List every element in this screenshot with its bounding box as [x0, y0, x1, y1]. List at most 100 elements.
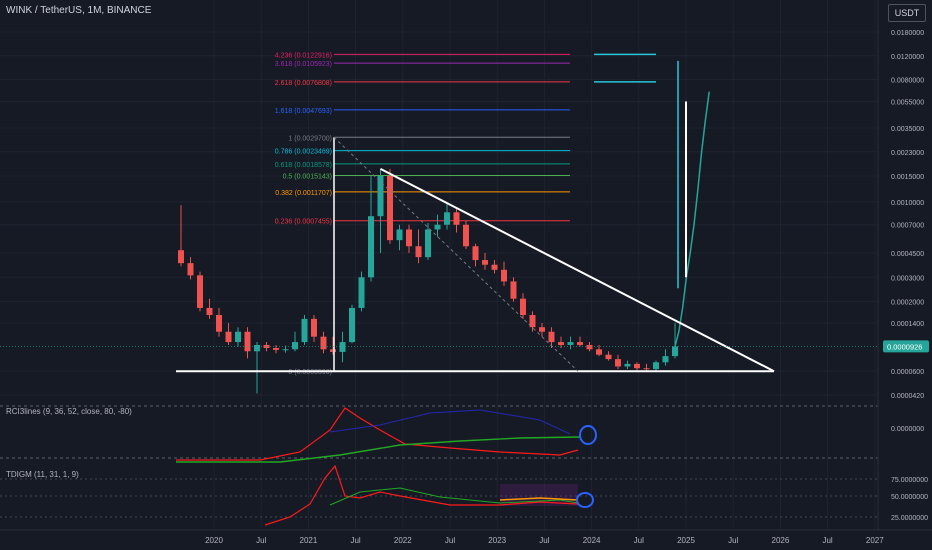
candle-body — [672, 346, 678, 357]
fib-label-1: 1 (0.0029700) — [288, 135, 332, 142]
price-tick-label: 0.0035000 — [891, 126, 924, 133]
price-tick-label: 0.0001400 — [891, 321, 924, 328]
candle-body — [206, 307, 213, 315]
candle-body — [634, 363, 640, 369]
time-tick-label: Jul — [539, 536, 549, 545]
price-tick-label: 0.0120000 — [891, 54, 924, 61]
rci-mid-line — [329, 409, 571, 435]
candle-body — [387, 176, 393, 241]
candle-body — [615, 359, 621, 367]
tdi-tick-label: 25.0000000 — [891, 515, 928, 522]
candle-body — [520, 298, 526, 315]
price-tick-label: 0.0023000 — [891, 150, 924, 157]
price-tick-label: 0.0055000 — [891, 100, 924, 107]
candle-body — [482, 260, 488, 265]
candle-body — [577, 342, 583, 345]
candle-body — [358, 277, 365, 308]
candle-body — [216, 314, 222, 332]
price-tick-label: 0.0015000 — [891, 174, 924, 181]
time-tick-label: 2024 — [583, 536, 601, 545]
candle-body — [643, 368, 650, 370]
candle-body — [187, 263, 194, 276]
candle-body — [244, 331, 251, 352]
tdi-tick-label: 75.0000000 — [891, 477, 928, 484]
candle-body — [539, 327, 545, 332]
rci-marker-circle — [579, 425, 597, 445]
time-tick-label: 2020 — [205, 536, 223, 545]
candle-body — [558, 342, 564, 345]
price-tick-label: 0.0000420 — [891, 393, 924, 400]
time-tick-label: Jul — [728, 536, 738, 545]
candle-body — [197, 275, 203, 308]
candle-body — [548, 331, 555, 343]
candles — [178, 168, 678, 394]
candle-body — [178, 250, 184, 264]
fib-label-4.236: 4.236 (0.0122916) — [275, 52, 332, 59]
candle-body — [225, 331, 232, 343]
candle-body — [263, 344, 270, 349]
last-price-badge — [883, 340, 929, 353]
price-tick-label: 0.0003000 — [891, 275, 924, 282]
candle-body — [510, 281, 517, 299]
fib-trend-line — [333, 136, 579, 372]
candle-body — [292, 342, 298, 350]
grid-layer — [0, 0, 878, 530]
price-tick-label: 0.0007000 — [891, 223, 924, 230]
candle-body — [406, 229, 412, 247]
candle-body — [377, 176, 384, 217]
fib-label-3.618: 3.618 (0.0105923) — [275, 61, 332, 68]
symbol-title: WINK / TetherUS, 1M, BINANCE — [6, 5, 152, 16]
fib-label-2.618: 2.618 (0.0076808) — [275, 80, 332, 87]
candle-body — [273, 348, 279, 350]
time-tick-label: Jul — [634, 536, 644, 545]
candle-body — [624, 363, 631, 367]
time-tick-label: 2026 — [772, 536, 790, 545]
time-tick-label: Jul — [256, 536, 266, 545]
candle-body — [330, 349, 336, 352]
price-tick-label: 0.0010000 — [891, 200, 924, 207]
candle-body — [567, 342, 574, 345]
candle-body — [311, 318, 317, 337]
fib-label-1.618: 1.618 (0.0047693) — [275, 108, 332, 115]
candle-body — [254, 344, 260, 352]
candle-body — [282, 349, 289, 351]
candle-body — [662, 356, 669, 363]
last-price-label: 0.0000926 — [887, 342, 922, 351]
tdi-base-line — [499, 497, 579, 501]
time-tick-label: 2023 — [488, 536, 506, 545]
candle-body — [425, 229, 431, 258]
candle-body — [463, 224, 469, 247]
fib-label-0.236: 0.236 (0.0007455) — [275, 219, 332, 226]
time-tick-label: 2027 — [866, 536, 884, 545]
rci-short-line — [176, 407, 579, 461]
fib-label-0: 0 (0.0000598) — [288, 369, 332, 376]
projection-path — [674, 91, 710, 347]
triangle-hypotenuse — [380, 168, 775, 373]
candle-body — [301, 318, 308, 343]
candle-body — [235, 331, 241, 343]
tdi-marker-circle — [576, 492, 594, 508]
fib-label-0.382: 0.382 (0.0011707) — [275, 190, 332, 197]
tdi-tick-label: 50.0000000 — [891, 494, 928, 501]
candle-body — [529, 314, 536, 328]
price-tick-label: 0.0000600 — [891, 369, 924, 376]
tdi-price-line — [264, 464, 579, 526]
candle-body — [396, 229, 403, 241]
time-tick-label: 2025 — [677, 536, 695, 545]
candle-body — [320, 336, 327, 350]
candle-body — [339, 342, 346, 352]
candle-body — [586, 344, 593, 350]
candle-body — [444, 212, 450, 225]
candle-body — [472, 246, 479, 261]
candle-body — [434, 224, 441, 230]
candle-body — [653, 362, 659, 370]
price-tick-label: 0.0002000 — [891, 300, 924, 307]
rci-long-line — [176, 436, 581, 463]
currency-button[interactable]: USDT — [888, 4, 926, 22]
time-tick-label: 2021 — [300, 536, 318, 545]
candle-body — [415, 246, 422, 258]
rci-title: RCI3lines (9, 36, 52, close, 80, -80) — [6, 407, 132, 416]
rci-tick-label: 0.0000000 — [891, 426, 924, 433]
